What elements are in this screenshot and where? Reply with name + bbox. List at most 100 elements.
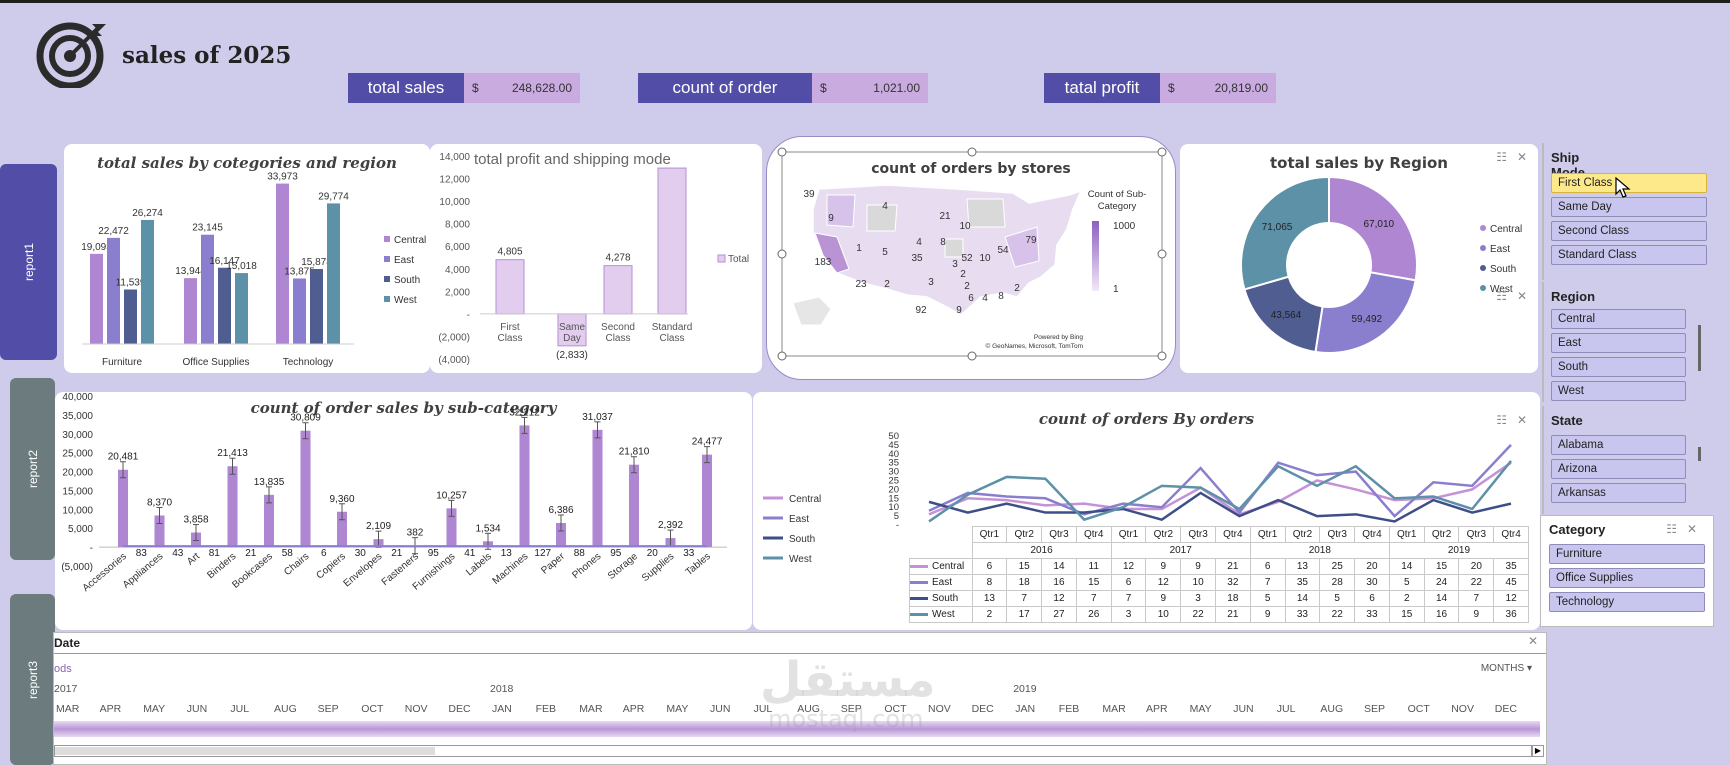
multi-select-icon[interactable]: ☷✕ (1496, 289, 1537, 303)
timeline-selection-bar[interactable] (54, 721, 1540, 737)
y-tick-label: 12,000 (439, 175, 470, 186)
legend-label: West (1490, 284, 1513, 295)
data-label: 13,944 (175, 266, 206, 277)
kpi-count-order-label: count of order (638, 73, 812, 103)
slicer-item-east[interactable]: East (1551, 333, 1686, 353)
year-header: 2018 (1249, 542, 1390, 559)
timeline-month[interactable]: NOV (404, 703, 428, 715)
map-card[interactable]: count of orders by stores 39 4 21 10 9 183 1 5 3… (766, 136, 1176, 380)
quarter-header: Qtr2 (1284, 526, 1321, 543)
quarter-header: Qtr4 (1214, 526, 1251, 543)
slicer-item-furniture[interactable]: Furniture (1549, 544, 1705, 564)
timeline-month[interactable]: MAR (56, 703, 80, 715)
kpi-total-profit-value: $20,819.00 (1160, 73, 1276, 103)
timeline-month[interactable]: FEB (535, 703, 557, 715)
line-label: 43 (172, 548, 184, 559)
bar (629, 464, 639, 548)
timeline-month[interactable]: JUN (1233, 703, 1254, 715)
multi-select-icon[interactable]: ☷✕ (1496, 150, 1537, 164)
slicer-item-central[interactable]: Central (1551, 309, 1686, 329)
table-cell: 14 (1423, 590, 1460, 607)
chart-title: total sales by cotegories and region (97, 154, 397, 172)
timeline-month[interactable]: OCT (361, 703, 384, 715)
timeline-month[interactable]: JAN (492, 703, 512, 715)
value: 20,819.00 (1214, 81, 1268, 95)
scrollbar-thumb[interactable] (55, 747, 435, 755)
y-tick-label: 5 (894, 511, 899, 522)
table-row: Central 6 15 14 11 12 9 9 21 6 13 25 20 14 15 20 35 (909, 558, 1529, 575)
timeline-scrollbar[interactable] (54, 745, 1532, 757)
timeline-month[interactable]: MAY (666, 703, 689, 715)
clear-filter-icon[interactable]: ✕ (1527, 634, 1538, 648)
quarter-header: Qtr3 (1180, 526, 1216, 543)
slicer-item-same-day[interactable]: Same Day (1551, 197, 1707, 217)
timeline-month[interactable]: OCT (1407, 703, 1430, 715)
multi-select-icon[interactable]: ☷✕ (1496, 413, 1537, 427)
timeline-month[interactable]: DEC (971, 703, 994, 715)
granularity-dropdown[interactable]: MONTHS ▾ (1480, 663, 1532, 674)
timeline-month[interactable]: JUN (710, 703, 731, 715)
timeline-month[interactable]: DEC (1494, 703, 1517, 715)
tab-report3[interactable]: report3 (10, 594, 55, 765)
y-tick-label: 10 (888, 502, 899, 513)
slicer-item-arkansas[interactable]: Arkansas (1551, 483, 1686, 503)
timeline-month[interactable]: MAY (143, 703, 166, 715)
tab-label: report2 (25, 449, 40, 489)
timeline-year: 2018 (490, 683, 514, 695)
state-slicer: State ☷✕ Alabama Arizona Arkansas (1496, 406, 1701, 514)
timeline-month[interactable]: AUG (274, 703, 297, 715)
bar (141, 219, 154, 344)
timeline-month[interactable]: DEC (448, 703, 471, 715)
timeline-month[interactable]: APR (1146, 703, 1168, 715)
slicer-item-west[interactable]: West (1551, 381, 1686, 401)
timeline-month[interactable]: AUG (797, 703, 820, 715)
tab-report2[interactable]: report2 (10, 378, 55, 560)
timeline-month[interactable]: SEP (840, 703, 862, 715)
timeline-month[interactable]: JAN (1015, 703, 1036, 715)
timeline-month[interactable]: APR (99, 703, 122, 715)
slicer-item-technology[interactable]: Technology (1549, 592, 1705, 612)
timeline-month[interactable]: FEB (1058, 703, 1080, 715)
table-cell: 7 (1110, 590, 1147, 607)
timeline-month[interactable]: APR (622, 703, 645, 715)
scrollbar[interactable] (1698, 325, 1701, 371)
scrollbar[interactable] (1698, 447, 1701, 461)
timeline-month[interactable]: SEP (1364, 703, 1386, 715)
timeline-month[interactable]: JUL (1276, 703, 1296, 715)
tab-report1[interactable]: report1 (0, 164, 57, 360)
legend-swatch (1480, 265, 1486, 271)
slicer-item-south[interactable]: South (1551, 357, 1686, 377)
data-label: 8,370 (147, 497, 172, 508)
timeline-month[interactable]: MAR (1102, 703, 1126, 715)
table-cell: 5 (1249, 590, 1286, 607)
table-cell: 9 (1145, 590, 1182, 607)
y-tick-label: 14,000 (439, 152, 470, 163)
timeline-month[interactable]: MAR (579, 703, 603, 715)
slicer-item-standard-class[interactable]: Standard Class (1551, 245, 1707, 265)
y-tick-label: 30 (888, 467, 899, 478)
data-label: 23,145 (192, 223, 223, 234)
timeline-month[interactable]: JUL (753, 703, 773, 715)
timeline-month[interactable]: OCT (884, 703, 907, 715)
slicer-item-second-class[interactable]: Second Class (1551, 221, 1707, 241)
table-cell: 6 (1110, 574, 1147, 591)
slicer-item-first-class[interactable]: First Class (1551, 173, 1707, 193)
timeline-month[interactable]: AUG (1320, 703, 1344, 715)
legend-label: South (394, 275, 420, 286)
timeline-month[interactable]: NOV (1451, 703, 1474, 715)
chart-subcategory-card: count of order sales by sub-category 40,… (55, 392, 752, 630)
multi-select-icon[interactable]: ☷✕ (1666, 522, 1707, 536)
timeline-month[interactable]: JUL (230, 703, 250, 715)
map-count-label: 4 (882, 201, 888, 212)
timeline-month[interactable]: MAY (1189, 703, 1212, 715)
slicer-item-alabama[interactable]: Alabama (1551, 435, 1686, 455)
slicer-item-arizona[interactable]: Arizona (1551, 459, 1686, 479)
timeline-title: Date (54, 636, 81, 650)
scroll-right-arrow-icon[interactable]: ▶ (1532, 745, 1544, 757)
timeline-month[interactable]: SEP (317, 703, 339, 715)
timeline-month[interactable]: JUN (186, 703, 208, 715)
slicer-item-office-supplies[interactable]: Office Supplies (1549, 568, 1705, 588)
timeline-month[interactable]: NOV (928, 703, 951, 715)
map-count-label: 183 (815, 257, 832, 268)
table-cell: 9 (1145, 558, 1182, 575)
